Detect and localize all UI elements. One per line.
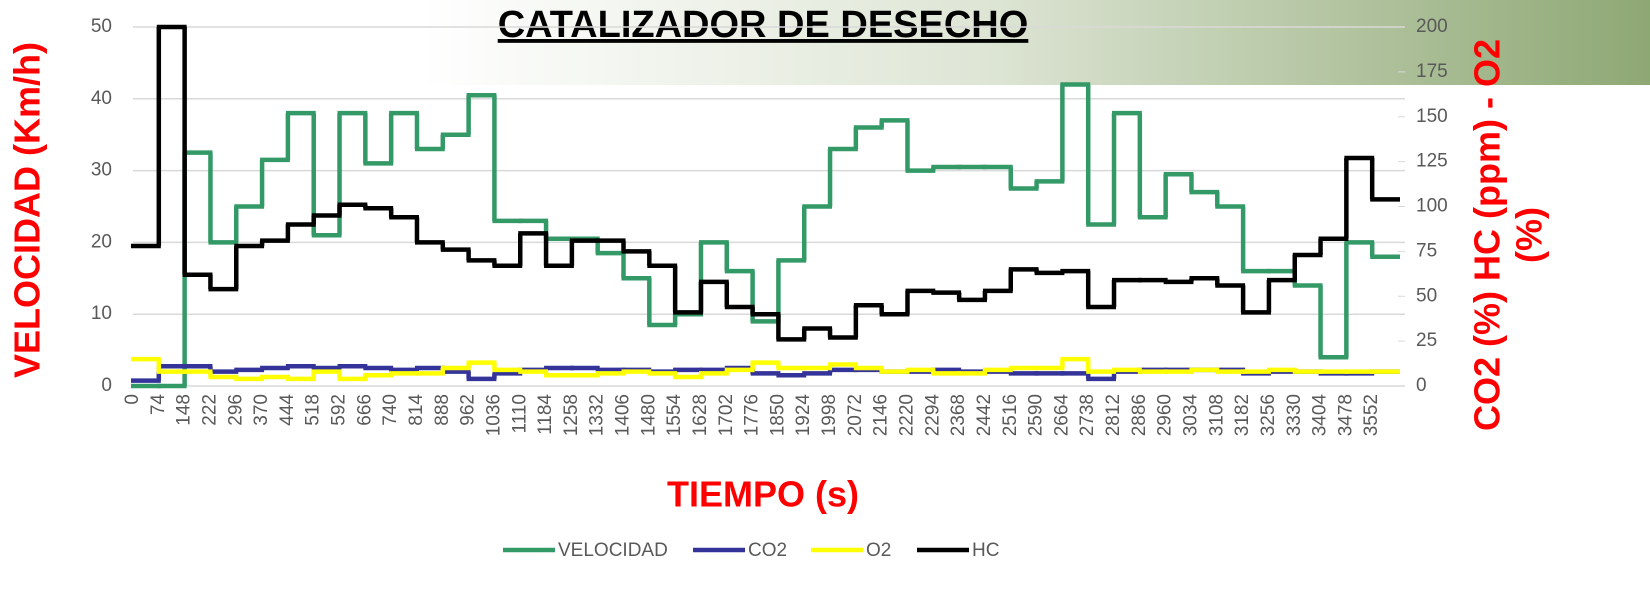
x-tick-label: 1554 — [664, 394, 685, 437]
x-tick-label: 666 — [354, 394, 375, 426]
y2-tick-label: 100 — [1416, 196, 1448, 217]
y2-tick-label: 0 — [1416, 375, 1427, 396]
x-tick-label: 1702 — [716, 394, 737, 436]
y-tick-label: 40 — [91, 88, 112, 109]
x-tick-label: 3552 — [1361, 394, 1382, 436]
x-tick-label: 1850 — [767, 394, 788, 436]
x-tick-label: 2294 — [922, 394, 943, 437]
x-tick-label: 1998 — [819, 394, 840, 436]
x-tick-label: 3256 — [1258, 394, 1279, 436]
legend-label: HC — [972, 540, 999, 561]
y-tick-label: 10 — [91, 303, 112, 324]
y2-axis-title: CO2 (%) HC (ppm) - O2 — [1467, 39, 1508, 431]
x-tick-label: 2442 — [974, 394, 995, 436]
x-tick-label: 3182 — [1232, 394, 1253, 436]
y2-tick-label: 175 — [1416, 61, 1448, 82]
x-tick-label: 962 — [458, 394, 479, 426]
x-tick-label: 1406 — [613, 394, 634, 436]
y2-tick-label: 50 — [1416, 285, 1437, 306]
x-tick-label: 2220 — [897, 394, 918, 436]
x-tick-label: 3034 — [1180, 394, 1201, 437]
x-tick-label: 592 — [329, 394, 350, 426]
legend-label: VELOCIDAD — [558, 540, 668, 561]
x-tick-label: 1184 — [535, 394, 556, 435]
x-tick-label: 2886 — [1129, 394, 1150, 436]
x-tick-label: 888 — [432, 394, 453, 426]
x-tick-label: 1480 — [638, 394, 659, 436]
y-tick-label: 20 — [91, 231, 112, 252]
x-tick-label: 814 — [406, 394, 427, 426]
legend-label: CO2 — [748, 540, 787, 561]
y2-tick-label: 125 — [1416, 151, 1448, 172]
x-tick-label: 444 — [277, 394, 298, 426]
x-tick-label: 1110 — [509, 394, 530, 433]
x-tick-label: 518 — [303, 394, 324, 426]
x-tick-label: 1036 — [483, 394, 504, 436]
x-tick-label: 3478 — [1335, 394, 1356, 436]
y-tick-label: 0 — [101, 375, 112, 396]
y-tick-label: 50 — [91, 16, 112, 37]
title-banner — [420, 0, 1650, 85]
x-tick-label: 2960 — [1155, 394, 1176, 436]
x-tick-label: 2516 — [1000, 394, 1021, 436]
x-tick-label: 3404 — [1310, 394, 1331, 437]
x-tick-label: 2146 — [871, 394, 892, 436]
y2-tick-label: 25 — [1416, 330, 1437, 351]
x-tick-label: 1258 — [561, 394, 582, 436]
x-tick-label: 1628 — [690, 394, 711, 436]
y-tick-label: 30 — [91, 160, 112, 181]
x-tick-label: 2072 — [845, 394, 866, 436]
x-tick-label: 0 — [122, 394, 143, 405]
y2-tick-label: 200 — [1416, 16, 1448, 37]
y2-axis-title: (%) — [1509, 207, 1550, 263]
x-tick-label: 148 — [174, 394, 195, 426]
x-tick-label: 1332 — [587, 394, 608, 436]
x-tick-label: 2738 — [1077, 394, 1098, 436]
x-tick-label: 3108 — [1206, 394, 1227, 436]
chart-title: CATALIZADOR DE DESECHO — [498, 4, 1029, 46]
x-tick-label: 222 — [199, 394, 220, 426]
x-tick-label: 296 — [225, 394, 246, 426]
x-tick-label: 2812 — [1103, 394, 1124, 436]
y-axis-title: VELOCIDAD (Km/h) — [7, 42, 48, 378]
x-tick-label: 2590 — [1026, 394, 1047, 436]
legend-label: O2 — [866, 540, 891, 561]
x-tick-label: 74 — [148, 394, 169, 416]
x-tick-label: 1924 — [793, 394, 814, 437]
x-tick-label: 1776 — [742, 394, 763, 436]
x-tick-label: 740 — [380, 394, 401, 426]
x-tick-label: 3330 — [1284, 394, 1305, 436]
x-tick-label: 2368 — [948, 394, 969, 436]
x-tick-label: 370 — [251, 394, 272, 426]
x-axis-title: TIEMPO (s) — [667, 474, 859, 515]
y2-tick-label: 75 — [1416, 240, 1437, 261]
y2-tick-label: 150 — [1416, 106, 1448, 127]
x-tick-label: 2664 — [1051, 394, 1072, 437]
